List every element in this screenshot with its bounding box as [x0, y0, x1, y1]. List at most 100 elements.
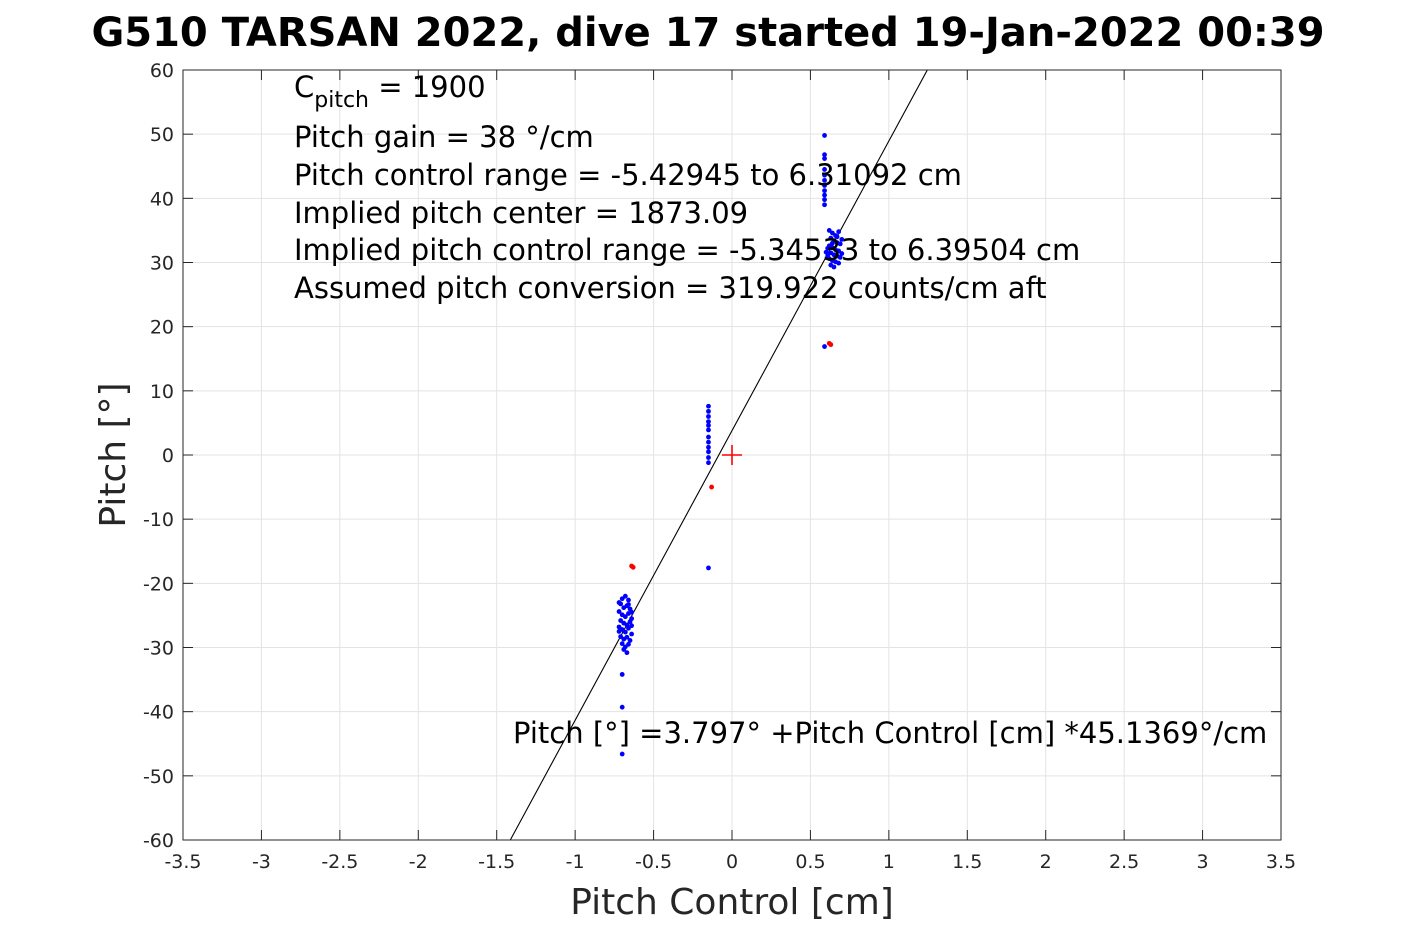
- data-point: [836, 260, 842, 266]
- data-points: [616, 133, 845, 757]
- data-point: [822, 202, 827, 208]
- y-tick-label: 40: [150, 188, 174, 210]
- x-tick-label: 1: [883, 851, 895, 873]
- data-point: [825, 245, 831, 251]
- y-tick-label: -20: [143, 573, 174, 595]
- chart-title: G510 TARSAN 2022, dive 17 started 19-Jan…: [91, 10, 1324, 56]
- data-point: [616, 609, 622, 614]
- data-point: [829, 240, 835, 246]
- pitch-gain-annotation: Pitch gain = 38 °/cm: [294, 120, 594, 154]
- data-point: [622, 593, 628, 599]
- cpitch-base: C: [294, 70, 314, 104]
- data-point: [836, 229, 842, 235]
- data-point: [627, 638, 633, 643]
- data-point: [822, 133, 827, 138]
- data-point: [834, 234, 840, 240]
- x-tick-label: -1.5: [478, 851, 515, 873]
- data-point: [626, 597, 631, 603]
- implied-pitch-range-annotation: Implied pitch control range = -5.34533 t…: [294, 233, 1080, 267]
- data-point: [624, 650, 630, 656]
- x-tick-label: -2.5: [321, 851, 358, 873]
- data-point: [706, 444, 711, 450]
- data-point: [709, 484, 715, 490]
- data-point: [822, 156, 827, 161]
- data-point: [629, 609, 635, 615]
- data-point: [622, 629, 628, 635]
- data-point: [630, 564, 636, 570]
- data-point: [622, 614, 628, 620]
- x-tick-label: 1.5: [952, 851, 982, 873]
- y-tick-label: 0: [162, 445, 174, 467]
- data-point: [822, 172, 827, 178]
- data-point: [629, 631, 635, 637]
- data-point: [706, 565, 711, 571]
- data-point: [619, 672, 625, 677]
- data-point: [616, 629, 622, 634]
- data-point: [624, 634, 630, 640]
- y-tick-label: -60: [143, 830, 174, 852]
- data-point: [619, 704, 625, 710]
- data-point: [627, 619, 633, 625]
- y-tick-label: 60: [150, 60, 174, 82]
- data-point: [706, 414, 711, 419]
- x-tick-label: 2: [1040, 851, 1052, 873]
- data-point: [706, 455, 711, 460]
- data-point: [822, 167, 827, 172]
- fit-line: [509, 69, 928, 841]
- implied-pitch-center-annotation: Implied pitch center = 1873.09: [294, 196, 748, 230]
- data-point: [839, 237, 845, 242]
- fit-equation-label: Pitch [°] =3.797° +Pitch Control [cm] *4…: [513, 716, 1267, 750]
- y-axis-label: Pitch [°]: [93, 382, 134, 527]
- data-point: [822, 197, 827, 203]
- x-tick-label: 3.5: [1266, 851, 1296, 873]
- fit-line-group: [509, 69, 928, 841]
- data-point: [619, 751, 625, 757]
- x-tick-label: -0.5: [635, 851, 672, 873]
- y-tick-label: 50: [150, 124, 174, 146]
- data-point: [706, 423, 711, 428]
- data-point: [822, 192, 827, 198]
- x-tick-label: 0.5: [795, 851, 825, 873]
- x-tick-label: -3: [252, 851, 271, 873]
- data-point: [706, 403, 711, 409]
- data-point: [828, 342, 834, 348]
- pitch-conversion-annotation: Assumed pitch conversion = 319.922 count…: [294, 271, 1047, 305]
- y-tick-label: 20: [150, 317, 174, 339]
- cpitch-annotation: Cpitch = 1900: [294, 70, 486, 113]
- data-point: [831, 264, 837, 270]
- pitch-control-range-annotation: Pitch control range = -5.42945 to 6.3109…: [294, 158, 962, 192]
- data-point: [706, 408, 711, 414]
- data-point: [823, 249, 829, 255]
- x-tick-label: -3.5: [164, 851, 201, 873]
- cpitch-subscript: pitch: [314, 88, 369, 113]
- y-tick-label: 10: [150, 381, 174, 403]
- data-point: [839, 251, 845, 256]
- center-marker-group: [722, 445, 742, 465]
- data-point: [822, 344, 827, 349]
- y-tick-label: 30: [150, 253, 174, 275]
- data-point: [706, 434, 711, 440]
- data-point: [626, 641, 631, 647]
- data-point: [822, 177, 827, 183]
- data-point: [619, 641, 625, 647]
- data-point: [629, 623, 635, 629]
- y-tick-label: -50: [143, 766, 174, 788]
- x-tick-label: 2.5: [1109, 851, 1139, 873]
- x-tick-label: -2: [409, 851, 428, 873]
- cpitch-value: = 1900: [369, 70, 486, 104]
- x-tick-labels: -3.5 -3 -2.5 -2 -1.5 -1 -0.5 0 0.5 1 1.5 2 2.5 3 3.5: [164, 851, 1296, 873]
- data-point: [706, 419, 711, 425]
- data-point: [706, 427, 711, 433]
- data-point: [825, 253, 831, 259]
- x-tick-label: 3: [1197, 851, 1209, 873]
- data-point: [822, 152, 827, 158]
- y-tick-labels: -60 -50 -40 -30 -20 -10 0 10 20 30 40 50 60: [143, 60, 174, 852]
- data-point: [706, 460, 711, 466]
- x-axis-label: Pitch Control [cm]: [570, 882, 894, 923]
- data-point: [706, 439, 711, 445]
- data-point: [837, 241, 843, 247]
- y-tick-label: -10: [143, 509, 174, 531]
- data-point: [822, 188, 827, 194]
- data-point: [822, 183, 827, 188]
